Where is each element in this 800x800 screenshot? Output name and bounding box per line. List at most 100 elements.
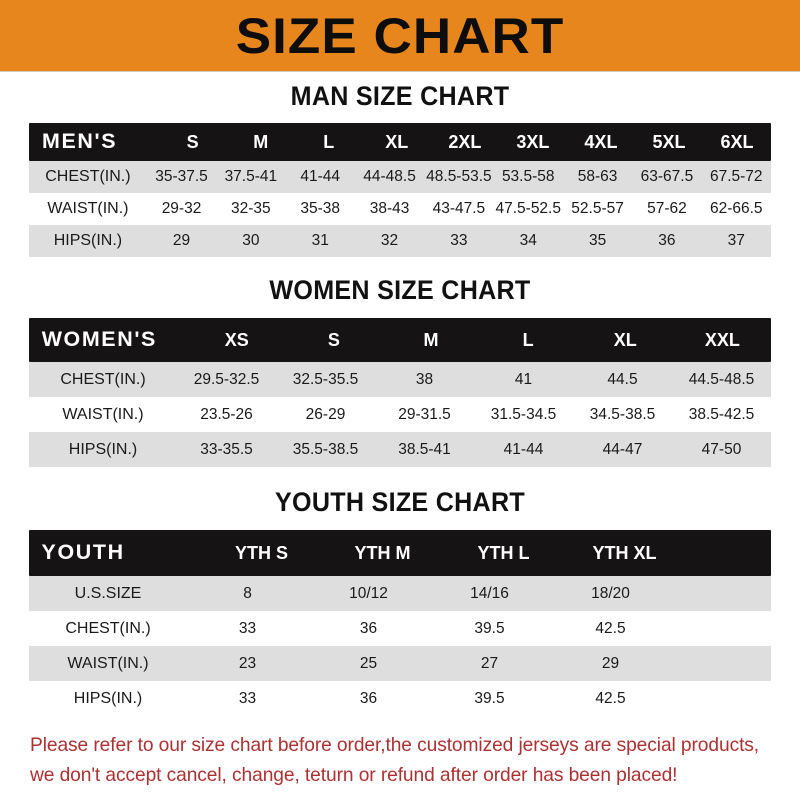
group-label-women: WOMEN'S xyxy=(41,328,157,351)
cell-youth-3-3: 42.5 xyxy=(595,689,626,707)
cell-men-2-7: 36 xyxy=(658,232,676,249)
cell-men-0-3: 44-48.5 xyxy=(363,168,416,185)
table-row: WAIST(IN.) 23 25 27 29 xyxy=(29,646,771,681)
cell-youth-2-0: 23 xyxy=(238,654,257,672)
table-row: CHEST(IN.) 29.5-32.5 32.5-35.5 38 41 44.… xyxy=(29,362,771,397)
column-header-men-8: 6XL xyxy=(720,131,754,152)
row-label-women-2: HIPS(IN.) xyxy=(68,440,138,458)
section-youth: YOUTH SIZE CHART YOUTH YTH S YTH M YTH L… xyxy=(0,467,800,716)
cell-women-0-1: 32.5-35.5 xyxy=(292,370,359,388)
cell-women-1-2: 29-31.5 xyxy=(398,405,451,423)
column-header-youth-1: YTH M xyxy=(354,542,411,563)
cell-men-0-2: 41-44 xyxy=(300,168,341,185)
cell-men-1-3: 38-43 xyxy=(369,200,410,217)
column-header-men-0: S xyxy=(186,131,199,152)
cell-women-0-3: 41 xyxy=(514,370,533,388)
cell-men-0-4: 48.5-53.5 xyxy=(426,168,492,185)
cell-men-0-8: 67.5-72 xyxy=(709,168,763,185)
cell-women-0-2: 38 xyxy=(415,370,434,388)
section-women: WOMEN SIZE CHART WOMEN'S XS S M L XL XXL… xyxy=(0,257,800,467)
group-label-men: MEN'S xyxy=(41,130,118,153)
cell-men-1-6: 52.5-57 xyxy=(571,200,624,217)
cell-men-2-1: 30 xyxy=(242,232,260,249)
table-row: WAIST(IN.) 29-32 32-35 35-38 38-43 43-47… xyxy=(29,193,771,225)
column-header-youth-3: YTH XL xyxy=(592,542,657,563)
column-header-women-1: S xyxy=(327,329,340,350)
cell-men-2-2: 31 xyxy=(311,232,329,249)
cell-men-2-4: 33 xyxy=(450,232,468,249)
cell-men-2-0: 29 xyxy=(172,232,191,249)
cell-youth-2-3: 29 xyxy=(601,654,620,672)
disclaimer-line-2: we don't accept cancel, change, teturn o… xyxy=(30,764,678,786)
cell-youth-0-2: 14/16 xyxy=(470,584,509,602)
page-title: SIZE CHART xyxy=(235,7,565,64)
cell-youth-2-filler xyxy=(671,646,771,681)
page-banner: SIZE CHART xyxy=(0,0,800,72)
cell-men-0-0: 35-37.5 xyxy=(155,168,208,185)
cell-youth-3-2: 39.5 xyxy=(474,689,505,707)
row-label-men-2: HIPS(IN.) xyxy=(53,232,123,249)
cell-youth-1-3: 42.5 xyxy=(595,619,626,637)
cell-women-1-0: 23.5-26 xyxy=(200,405,253,423)
table-row: HIPS(IN.) 33 36 39.5 42.5 xyxy=(29,681,771,716)
table-row: U.S.SIZE 8 10/12 14/16 18/20 xyxy=(29,576,771,611)
cell-men-1-8: 62-66.5 xyxy=(709,200,763,217)
column-header-men-4: 2XL xyxy=(448,131,482,152)
table-header-row-women: WOMEN'S XS S M L XL XXL xyxy=(29,318,771,362)
table-header-row-men: MEN'S S M L XL 2XL 3XL 4XL 5XL 6XL xyxy=(29,123,771,161)
cell-women-0-4: 44.5 xyxy=(607,370,638,388)
cell-men-2-5: 34 xyxy=(519,232,537,249)
cell-women-1-5: 38.5-42.5 xyxy=(688,405,755,423)
cell-youth-3-0: 33 xyxy=(238,689,257,707)
disclaimer-note: Please refer to our size chart before or… xyxy=(0,730,800,790)
row-label-youth-0: U.S.SIZE xyxy=(74,584,142,602)
section-title-men: MAN SIZE CHART xyxy=(290,81,510,111)
cell-women-1-1: 26-29 xyxy=(305,405,346,423)
row-label-youth-2: WAIST(IN.) xyxy=(67,654,149,672)
column-header-men-3: XL xyxy=(385,131,409,152)
row-label-youth-1: CHEST(IN.) xyxy=(65,619,151,637)
column-header-women-0: XS xyxy=(224,329,249,350)
cell-women-2-2: 38.5-41 xyxy=(398,440,451,458)
table-row: CHEST(IN.) 33 36 39.5 42.5 xyxy=(29,611,771,646)
cell-youth-0-3: 18/20 xyxy=(591,584,630,602)
table-header-row-youth: YOUTH YTH S YTH M YTH L YTH XL xyxy=(29,530,771,576)
cell-youth-1-2: 39.5 xyxy=(474,619,505,637)
cell-youth-0-filler xyxy=(671,576,771,611)
cell-youth-0-0: 8 xyxy=(243,584,252,602)
row-label-women-1: WAIST(IN.) xyxy=(62,405,144,423)
table-women: WOMEN'S XS S M L XL XXL CHEST(IN.) 29.5-… xyxy=(29,318,771,467)
column-header-women-3: L xyxy=(522,329,534,350)
cell-youth-3-1: 36 xyxy=(359,689,378,707)
table-row: CHEST(IN.) 35-37.5 37.5-41 41-44 44-48.5… xyxy=(29,161,771,193)
row-label-men-1: WAIST(IN.) xyxy=(47,200,129,217)
cell-women-1-4: 34.5-38.5 xyxy=(589,405,656,423)
column-header-men-6: 4XL xyxy=(584,131,618,152)
cell-youth-0-1: 10/12 xyxy=(349,584,388,602)
cell-men-0-7: 63-67.5 xyxy=(640,168,694,185)
table-row: HIPS(IN.) 33-35.5 35.5-38.5 38.5-41 41-4… xyxy=(29,432,771,467)
cell-youth-2-2: 27 xyxy=(480,654,499,672)
cell-women-0-0: 29.5-32.5 xyxy=(193,370,260,388)
column-header-youth-filler xyxy=(685,530,771,576)
section-title-youth: YOUTH SIZE CHART xyxy=(275,487,525,517)
column-header-youth-0: YTH S xyxy=(234,542,288,563)
cell-youth-1-0: 33 xyxy=(238,619,257,637)
cell-men-0-5: 53.5-58 xyxy=(501,168,555,185)
table-row: WAIST(IN.) 23.5-26 26-29 29-31.5 31.5-34… xyxy=(29,397,771,432)
group-label-youth: YOUTH xyxy=(41,541,125,564)
row-label-men-0: CHEST(IN.) xyxy=(45,168,131,185)
section-title-women: WOMEN SIZE CHART xyxy=(269,275,531,305)
row-label-youth-3: HIPS(IN.) xyxy=(73,689,143,707)
table-youth: YOUTH YTH S YTH M YTH L YTH XL U.S.SIZE … xyxy=(29,530,771,716)
cell-women-2-0: 33-35.5 xyxy=(200,440,253,458)
cell-youth-3-filler xyxy=(671,681,771,716)
column-header-youth-2: YTH L xyxy=(477,542,530,563)
cell-men-2-3: 32 xyxy=(380,232,399,249)
table-row: HIPS(IN.) 29 30 31 32 33 34 35 36 37 xyxy=(29,225,771,257)
cell-women-2-5: 47-50 xyxy=(701,440,742,458)
disclaimer-line-1: Please refer to our size chart before or… xyxy=(30,734,760,756)
cell-men-2-8: 37 xyxy=(727,232,745,249)
cell-women-2-4: 44-47 xyxy=(602,440,643,458)
